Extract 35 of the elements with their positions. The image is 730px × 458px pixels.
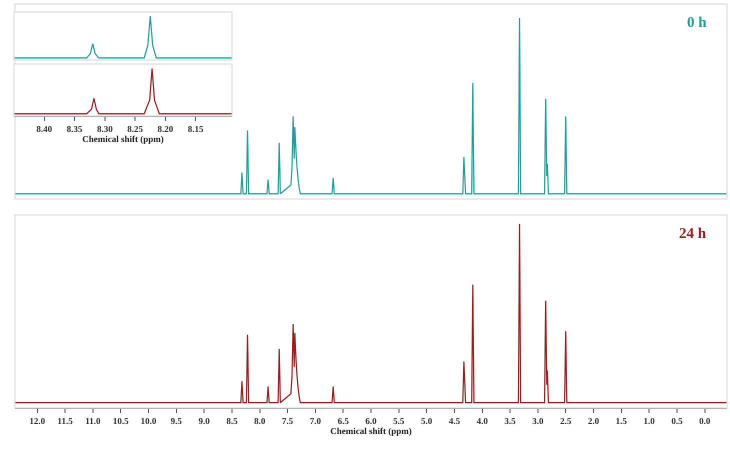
x-tick-label: 5.5 (393, 416, 405, 426)
x-tick-label: 3.5 (504, 416, 516, 426)
x-tick-label: 8.40 (36, 124, 53, 134)
x-tick-label: 4.5 (448, 416, 461, 426)
x-tick-label: 2.5 (560, 416, 572, 426)
x-tick-label: 11.0 (85, 416, 101, 426)
x-tick-label: 7.5 (282, 416, 294, 426)
text: 24 h (679, 226, 707, 242)
x-tick-label: 10.5 (112, 416, 130, 426)
x-tick-label: 1.0 (644, 416, 656, 426)
x-tick-label: 2.0 (588, 416, 600, 426)
x-tick-label: 0.5 (671, 416, 684, 426)
x-tick-label: 8.5 (226, 416, 238, 426)
text: 0 h (687, 15, 708, 31)
x-tick-label: 5.0 (421, 416, 433, 426)
x-tick-label: 0.0 (699, 416, 711, 426)
x-axis-title: Chemical shift (ppm) (82, 134, 164, 144)
x-tick-label: 4.0 (476, 416, 488, 426)
x-tick-label: 8.0 (254, 416, 266, 426)
x-axis-title: Chemical shift (ppm) (330, 426, 412, 436)
x-tick-label: 6.5 (338, 416, 350, 426)
x-tick-label: 12.0 (29, 416, 46, 426)
x-tick-label: 8.30 (96, 124, 114, 134)
x-tick-label: 8.15 (188, 124, 204, 134)
x-tick-label: 9.5 (170, 416, 182, 426)
x-tick-label: 11.5 (57, 416, 74, 426)
x-tick-label: 8.35 (66, 124, 83, 134)
x-tick-label: 1.5 (616, 416, 628, 426)
x-tick-label: 8.25 (127, 124, 144, 134)
x-tick-label: 6.0 (365, 416, 378, 426)
x-tick-label: 8.20 (158, 124, 174, 134)
x-tick-label: 3.0 (532, 416, 544, 426)
x-tick-label: 7.0 (310, 416, 322, 426)
x-tick-label: 9.0 (198, 416, 210, 426)
x-tick-label: 10.0 (140, 416, 157, 426)
